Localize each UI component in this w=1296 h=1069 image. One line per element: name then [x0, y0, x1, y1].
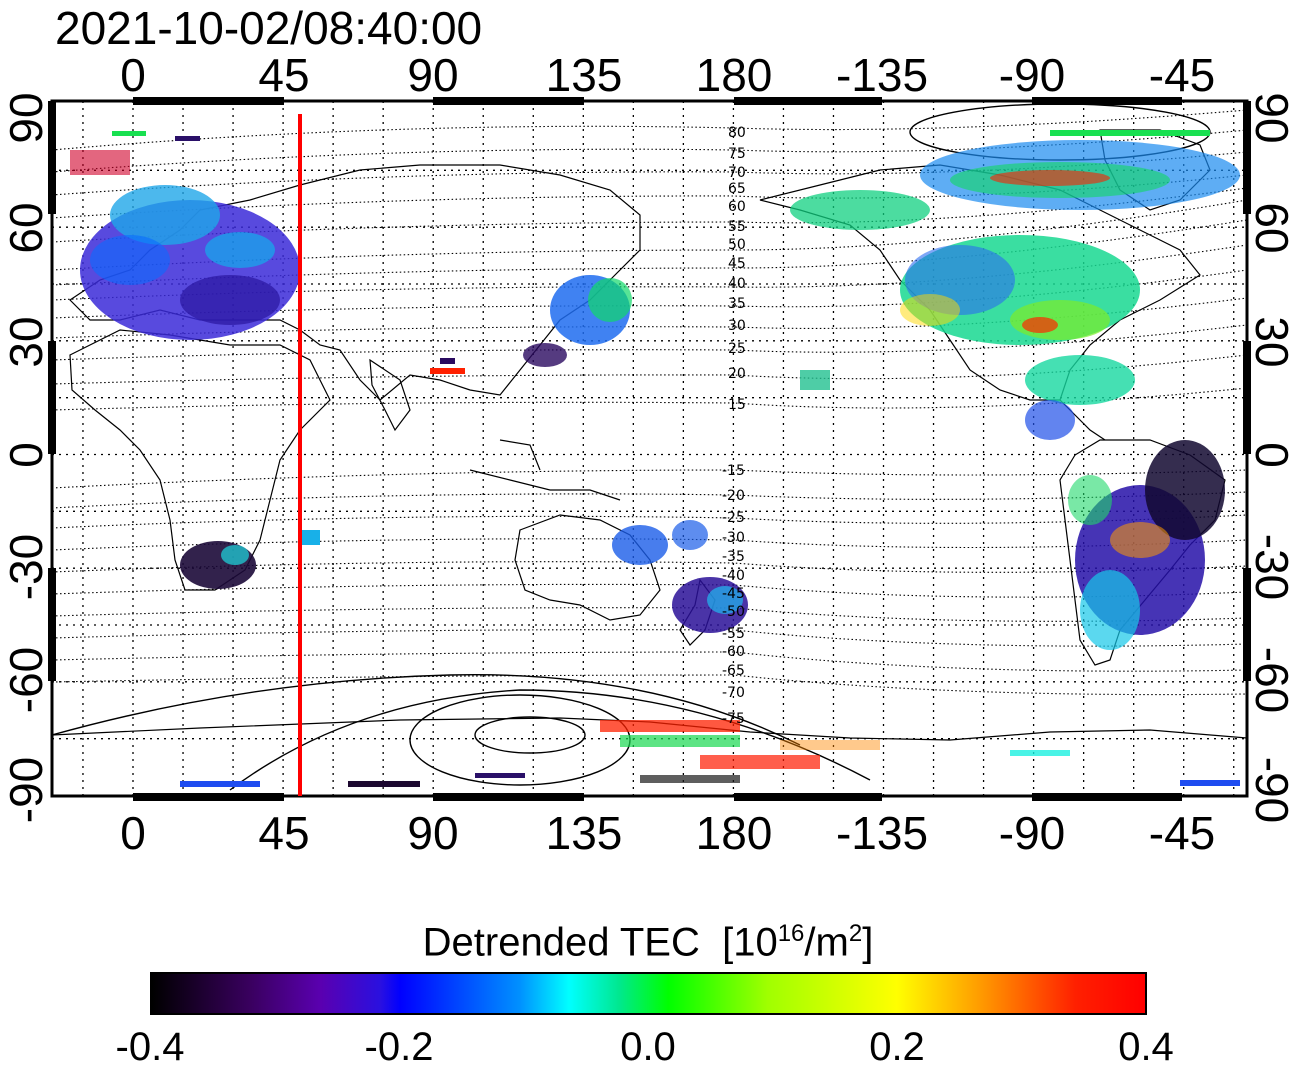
contour-label: 65: [728, 181, 746, 197]
tec-data-east-asia: [523, 275, 632, 367]
contour-label: 20: [728, 366, 746, 382]
lon-label-bottom: 180: [695, 807, 773, 859]
contour-label: 45: [728, 256, 746, 272]
contour-label: 80: [728, 125, 746, 141]
colorbar-tick: -0.4: [115, 1025, 185, 1069]
contour-label: -55: [722, 626, 745, 642]
contour-label: 70: [728, 165, 746, 181]
lon-label-bottom: 90: [407, 807, 459, 859]
tec-data-europe: [80, 185, 300, 340]
contour-label: -20: [722, 488, 745, 504]
tec-data-south-america: [1068, 440, 1225, 650]
lon-label-top: 180: [695, 49, 773, 101]
contour-label: -25: [722, 510, 745, 526]
lon-label-top: 45: [258, 49, 310, 101]
lon-label-top: 135: [545, 49, 623, 101]
contour-label: -15: [722, 463, 745, 479]
contour-label: 50: [728, 237, 746, 253]
contour-label: 15: [728, 397, 746, 413]
colorbar-tick: -0.2: [364, 1025, 434, 1069]
colorbar-unit-exp2: 2: [848, 920, 863, 947]
lon-label-bottom: 135: [545, 807, 623, 859]
lon-label-top: 90: [407, 49, 459, 101]
colorbar-title: Detrended TEC [1016/m2]: [0, 910, 1296, 966]
colorbar-unit-close: ]: [862, 920, 874, 965]
colorbar: [150, 972, 1147, 1015]
tec-data-australia: [612, 520, 748, 633]
contour-label: 60: [728, 199, 746, 215]
tec-data-antarctica: [180, 720, 1240, 787]
tec-data-scattered: [70, 130, 1210, 545]
contour-label: -70: [722, 685, 745, 701]
contour-labels: 80 75 70 65 60 55 50 45 40 35 30 25 20 1…: [722, 125, 746, 727]
colorbar-tick: 0.2: [869, 1025, 925, 1069]
contour-label: -45: [722, 586, 745, 602]
lon-label-bottom: -135: [835, 807, 929, 859]
contour-label: -60: [722, 644, 745, 660]
contour-label: 55: [728, 219, 746, 235]
contour-label: -30: [722, 530, 745, 546]
lon-label-top: -45: [1148, 49, 1216, 101]
colorbar-tick: 0.4: [1118, 1025, 1174, 1069]
lon-label-bottom: -90: [998, 807, 1066, 859]
lon-label-bottom: 45: [258, 807, 310, 859]
tec-data-north-america: [900, 235, 1140, 440]
colorbar-unit-open: [10: [722, 920, 778, 965]
colorbar-unit-mid: /m: [804, 920, 849, 965]
contour-label: 35: [728, 296, 746, 312]
tec-map: 80 75 70 65 60 55 50 45 40 35 30 25 20 1…: [48, 97, 1251, 801]
contour-label: 75: [728, 146, 746, 162]
axis-bars: [48, 97, 1251, 801]
lon-label-top: 0: [120, 49, 146, 101]
contour-label: -75: [722, 711, 745, 727]
southern-oval-contours: [52, 674, 871, 791]
contour-label: -40: [722, 568, 745, 584]
contour-label: -35: [722, 549, 745, 565]
colorbar-title-text: Detrended TEC: [422, 920, 700, 965]
contour-label: 25: [728, 341, 746, 357]
lon-label-top: -135: [835, 49, 929, 101]
contour-label: -65: [722, 663, 745, 679]
contour-label: -50: [722, 604, 745, 620]
colorbar-tick: 0.0: [620, 1025, 676, 1069]
lon-label-top: -90: [998, 49, 1066, 101]
tec-data-southern-africa: [180, 541, 256, 589]
tec-data-arctic: [790, 140, 1240, 230]
contour-label: 40: [728, 276, 746, 292]
timestamp: 2021-10-02/08:40:00: [55, 2, 483, 54]
lon-label-bottom: -45: [1148, 807, 1216, 859]
contour-label: 30: [728, 318, 746, 334]
lon-label-bottom: 0: [120, 807, 146, 859]
colorbar-unit-exp: 16: [777, 920, 805, 947]
